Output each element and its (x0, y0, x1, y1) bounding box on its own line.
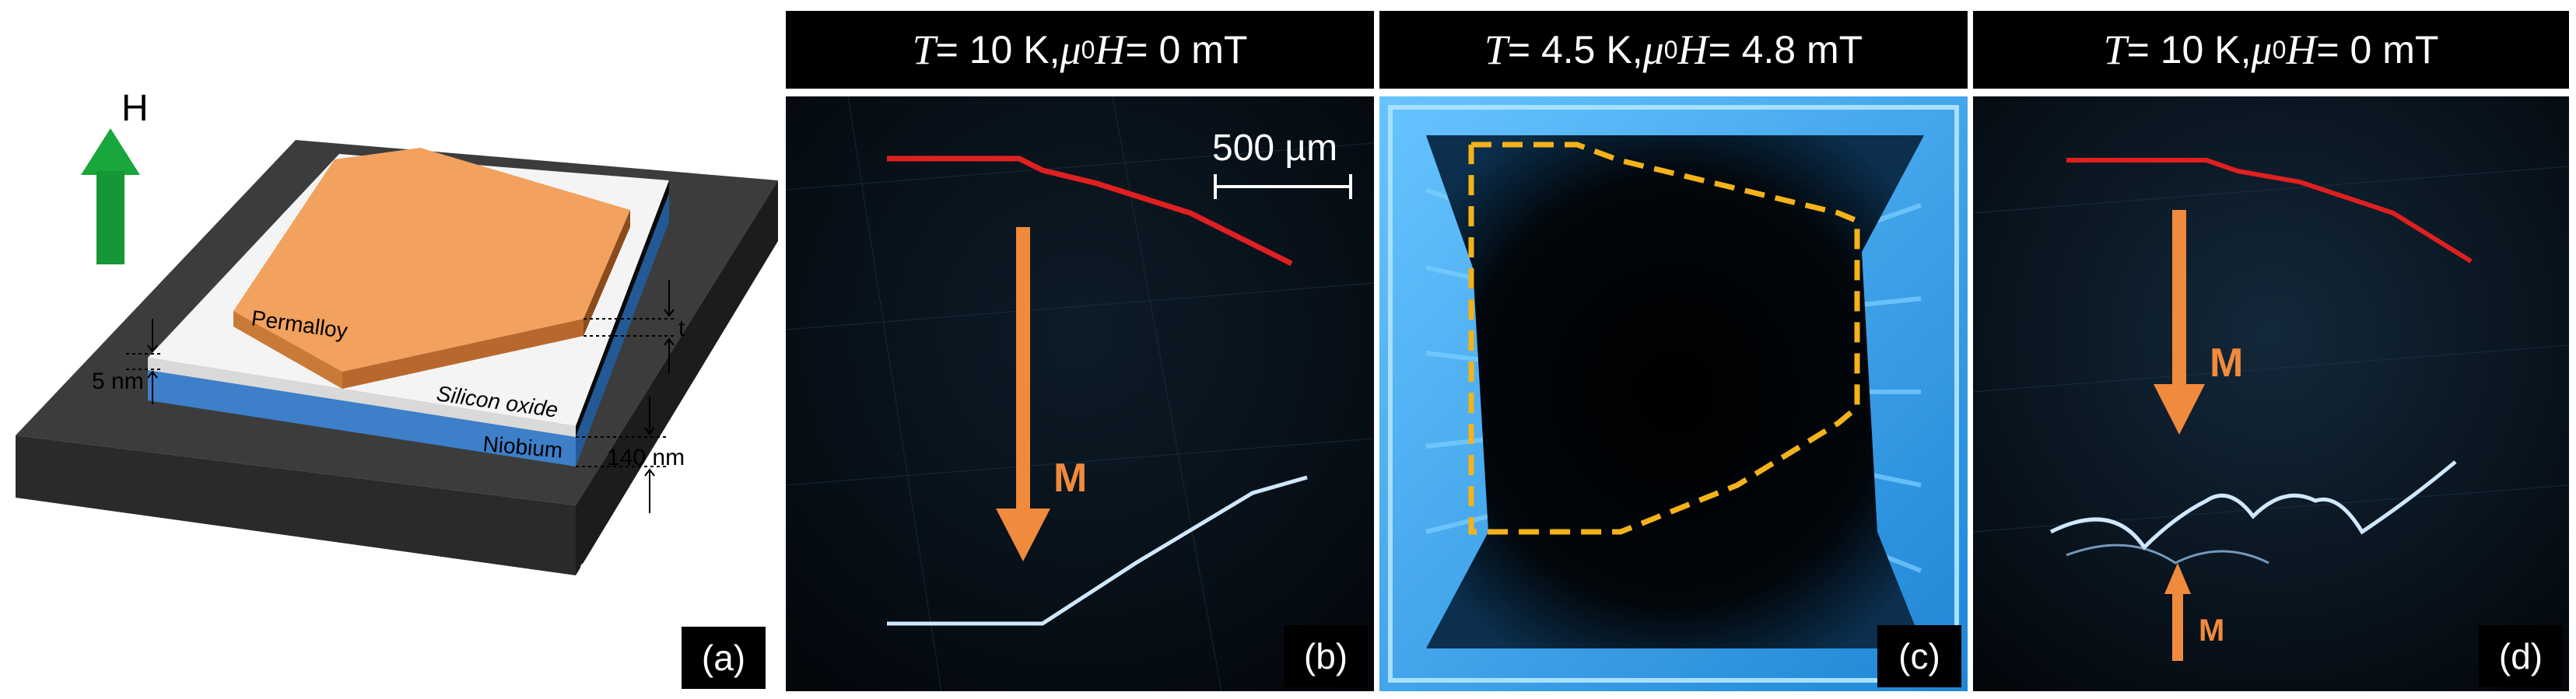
red-edge-line-d (2066, 158, 2473, 264)
magnetization-label-large: M (2210, 341, 2243, 386)
panel-d-label: (d) (2479, 625, 2563, 687)
panel-b-image: 500 µm M (b) (786, 96, 1374, 691)
magnetization-label-small: M (2199, 613, 2224, 648)
niobium-layer-front (148, 369, 576, 467)
silicon-oxide-side (576, 180, 669, 437)
panel-c-image: (c) (1379, 96, 1968, 691)
magnetization-arrow-icon (996, 227, 1050, 561)
panel-a-label: (a) (682, 627, 766, 689)
panel-d-image: M M (d) (1973, 96, 2569, 691)
permalloy-front2 (342, 319, 584, 389)
permalloy-thickness-dimension (584, 280, 677, 373)
scale-bar-label: 500 µm (1212, 128, 1337, 169)
oxide-gap-text: 5 nm (92, 369, 144, 394)
panel-b-label: (b) (1284, 625, 1368, 687)
silicon-substrate-side (576, 180, 778, 575)
magnetization-arrow-small-icon (2164, 563, 2191, 661)
scale-bar (1214, 174, 1352, 199)
permalloy-side (584, 210, 630, 336)
permalloy-top (233, 148, 630, 372)
panel-a-schematic: H Permalloy Silicon oxide Niobium Silico… (0, 0, 778, 699)
magnetization-label: M (1053, 456, 1087, 501)
niobium-thickness-text: 140 nm (607, 445, 685, 470)
silicon-oxide-front (148, 358, 576, 437)
silicon-label: Silicon (577, 557, 653, 592)
white-edge-structure (2049, 460, 2457, 550)
oxide-gap-dimension (126, 319, 162, 404)
field-label: H (121, 88, 149, 129)
silicon-substrate-front (16, 435, 576, 575)
white-edge-line (887, 475, 1308, 626)
permalloy-thickness-text: t (678, 316, 685, 341)
niobium-thickness-dimension (576, 397, 669, 513)
magnetization-arrow-large-icon (2154, 210, 2205, 435)
niobium-layer-side (576, 190, 669, 467)
red-edge-line (887, 156, 1293, 267)
field-arrow-icon (81, 128, 140, 264)
flux-free-region (1426, 135, 1924, 648)
permalloy-front (233, 311, 342, 389)
panel-c-label: (c) (1877, 625, 1961, 687)
permalloy-outline (1468, 142, 1860, 535)
